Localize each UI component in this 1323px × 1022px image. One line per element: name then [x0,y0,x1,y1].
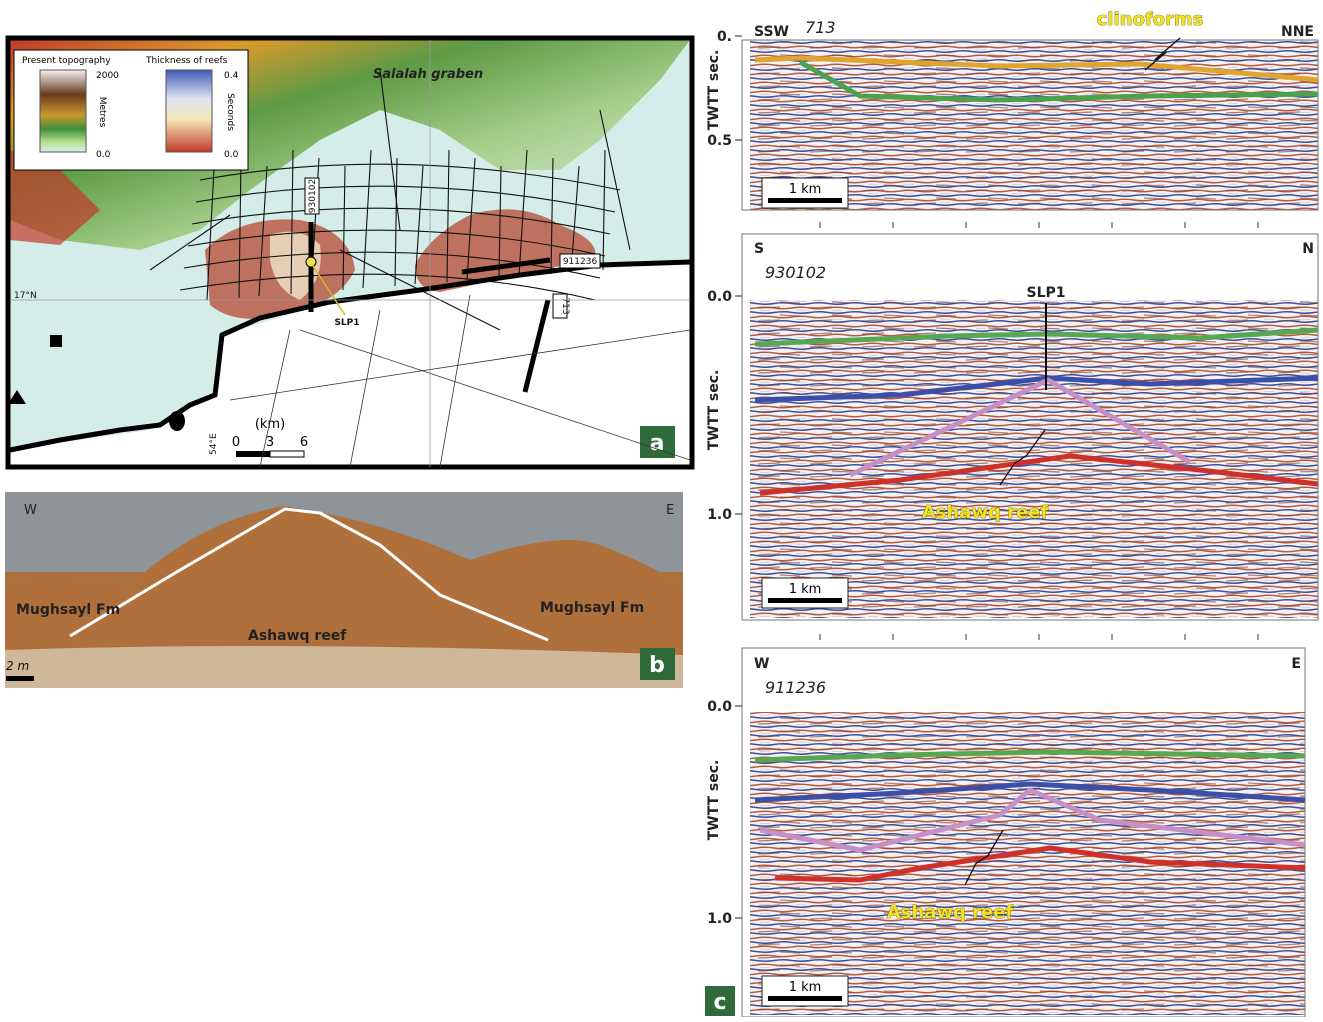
direction-label: SSW [754,24,789,40]
direction-label: S [754,241,764,257]
line-label: 713 [805,18,836,37]
annotation: Ashawq reef [922,502,1049,523]
line-label: 911236 [563,257,598,267]
panel-label: b [649,653,665,678]
axis-label: TWTT sec. [706,50,722,131]
scale-label: 1 km [789,582,822,597]
well-label: SLP1 [1026,285,1065,301]
well-marker [306,257,316,267]
latitude-label: 17°N [14,291,37,301]
longitude-label: 54°E [209,433,219,455]
legend-colorbar [40,70,86,152]
legend-min: 0.0 [96,150,111,160]
legend-max: 0.4 [224,71,239,81]
legend-title: Thickness of reefs [145,56,228,66]
scale-tick: 3 [266,435,274,450]
line-label: 911236 [765,678,826,697]
axis-label: TWTT sec. [706,370,722,451]
scale-bar [768,996,842,1001]
axis-tick-label: 0.0 [707,289,732,305]
figure: 930102 911236 713 SLP1 Salalah graben 17… [0,0,1323,1017]
scale-label: 2 m [6,659,29,673]
scale-bar [270,451,304,457]
formation-label: Mughsayl Fm [540,600,644,616]
axis-tick-label: 0. [717,29,732,45]
axis-tick-label: 0.0 [707,699,732,715]
axis-tick-label: 0.5 [707,133,732,149]
scale-bar [6,676,34,681]
line-label: 930102 [308,179,318,213]
legend-unit: Seconds [225,93,235,131]
seismic-panel: c SSW NNE 713 0. 0.5 TWTT sec. 1 km clinoforms S… [705,9,1318,1017]
legend-colorbar [166,70,212,152]
photo-panel: W E Mughsayl Fm Ashawq reef Mughsayl Fm … [5,492,683,688]
legend-min: 0.0 [224,150,239,160]
direction-label: E [1291,656,1301,672]
panel-label: a [650,431,665,456]
formation-label: Mughsayl Fm [16,602,120,618]
axis-tick-label: 1.0 [707,911,732,927]
town-marker [50,335,62,347]
line-label: 930102 [765,263,826,282]
direction-label: NNE [1281,24,1314,40]
direction-label: W [754,656,769,672]
ground [5,646,683,688]
scale-label: 1 km [789,182,822,197]
scale-bar [236,451,270,457]
scale-unit: (km) [255,417,285,432]
legend-unit: Metres [97,97,107,128]
town-marker [169,411,185,431]
direction-label: N [1302,241,1314,257]
page: {"panel_a": {"label": "a", "legend_topog… [0,0,1323,1017]
well-label: SLP1 [334,318,359,328]
legend-max: 2000 [96,71,119,81]
axis-tick-label: 1.0 [707,507,732,523]
scale-bar [768,598,842,603]
scale-tick: 0 [232,435,240,450]
place-label: Salalah graben [373,67,483,82]
scale-tick: 6 [300,435,308,450]
formation-label: Ashawq reef [248,628,347,644]
direction-label: E [666,503,674,518]
annotation: Ashawq reef [887,902,1014,923]
direction-label: W [24,503,37,518]
scale-label: 1 km [789,980,822,995]
map-panel: 930102 911236 713 SLP1 Salalah graben 17… [0,0,692,467]
panel-label: c [713,990,726,1015]
scale-bar [768,198,842,203]
axis-label: TWTT sec. [706,760,722,841]
legend-title: Present topography [22,56,111,66]
annotation: clinoforms [1097,9,1204,30]
